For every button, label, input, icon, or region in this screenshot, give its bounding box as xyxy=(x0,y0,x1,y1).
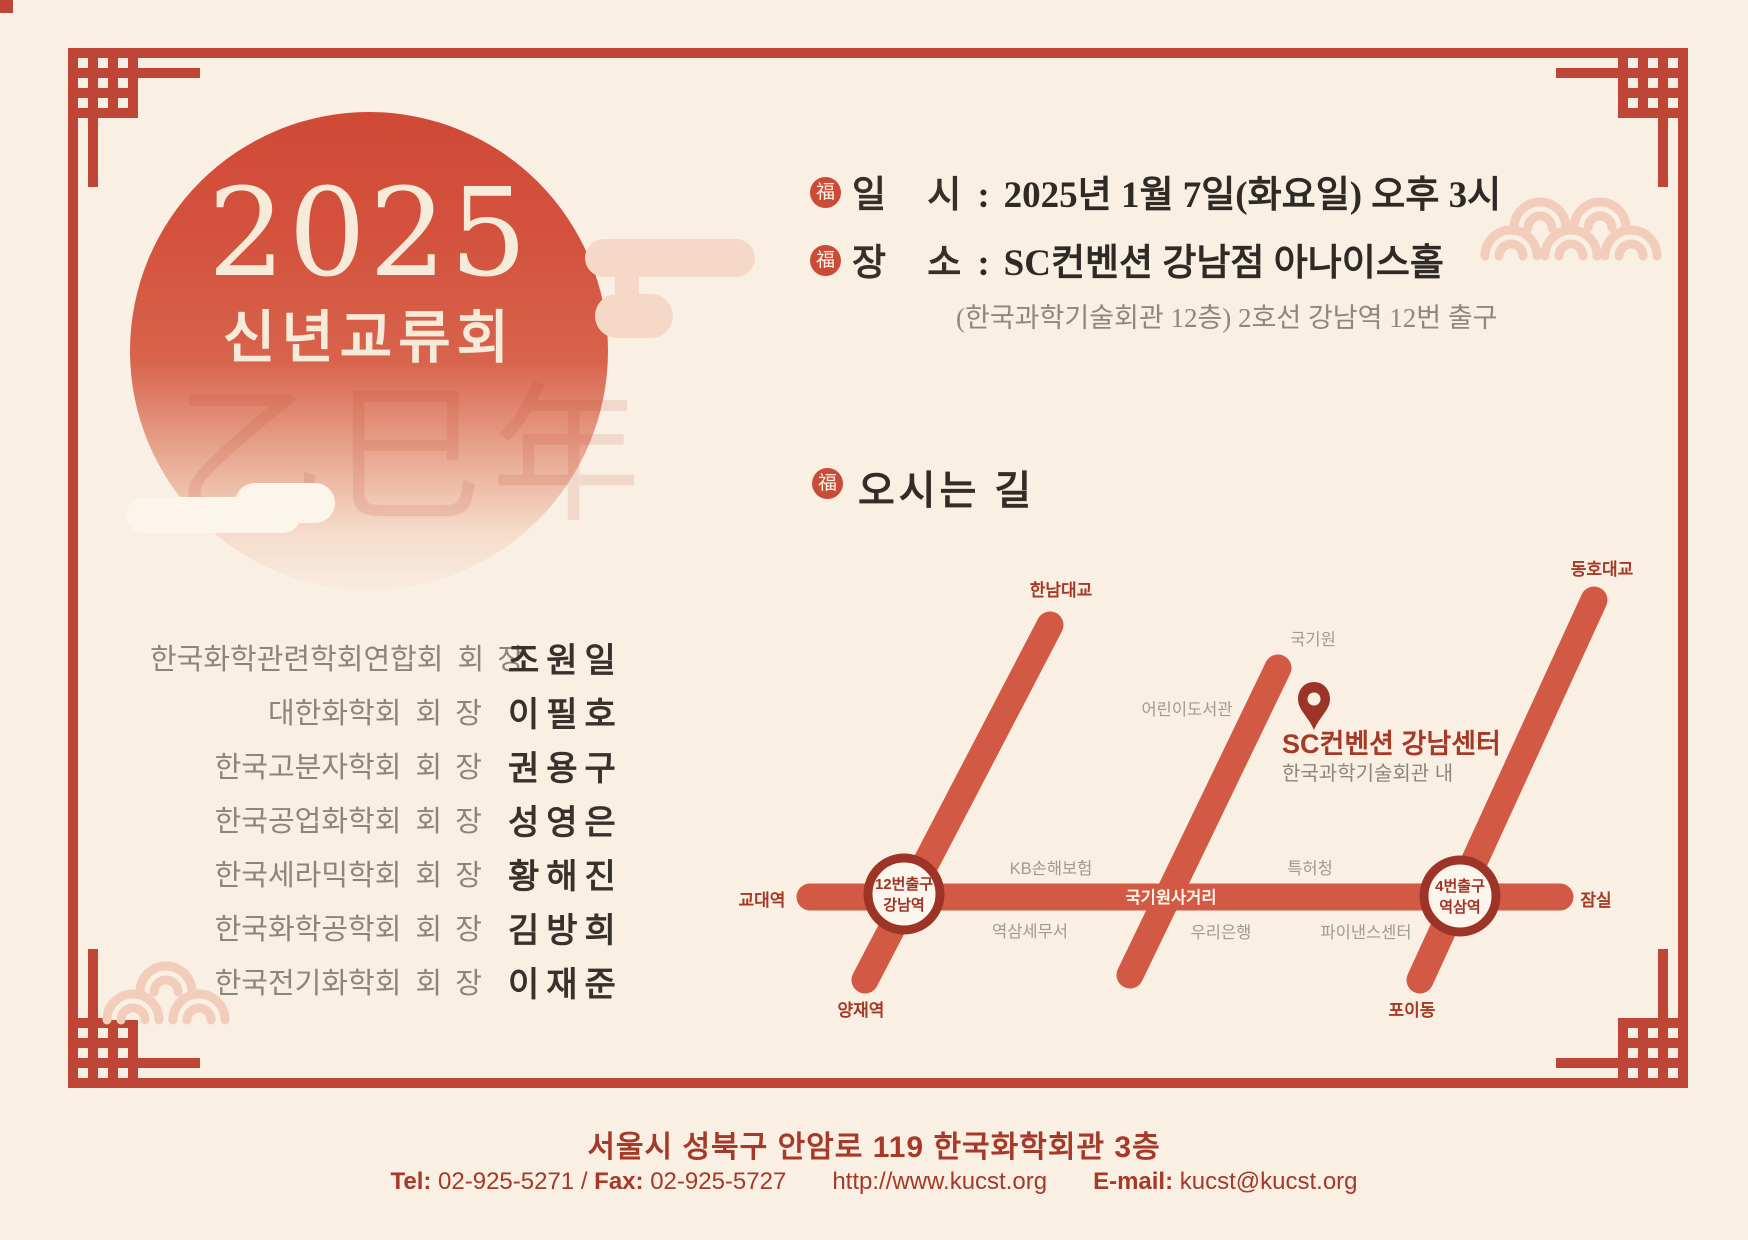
president-name: 권용구 xyxy=(508,750,623,788)
directions-map: 국기원사거리 12번출구 강남역 4번출구 역삼역 SC컨벤션 강남센터 한국과… xyxy=(739,560,1634,1020)
tel-fax-separator: / xyxy=(580,1168,588,1195)
event-venue-line: 장 소: SC컨벤션 강남점 아나이스홀 xyxy=(852,243,1444,285)
presidents-list: 한국화학관련학회연합회 회 장 조원일 대한화학회 회 장 이필호 한국고분자학회 회… xyxy=(150,630,630,1008)
email-label: E-mail: xyxy=(1093,1168,1174,1195)
president-row: 대한화학회 회 장 이필호 xyxy=(150,684,630,738)
wave-arcs xyxy=(1480,197,1662,261)
venue-label: 장 소 xyxy=(852,243,978,284)
frame-lattice-top-right xyxy=(1556,48,1688,187)
map-label-poi-dong: 포이동 xyxy=(1389,1001,1436,1020)
president-org: 한국화학관련학회연합회 xyxy=(150,644,444,676)
datetime-label: 일 시 xyxy=(852,175,978,216)
president-title: 회 장 xyxy=(415,752,482,784)
fortune-badge-date: 福 xyxy=(810,177,841,208)
map-venue-desc: 한국과학기술회관 내 xyxy=(1282,762,1453,785)
road-gukgiwon-line xyxy=(1116,654,1292,989)
directions-title: 오시는 길 xyxy=(858,468,1036,513)
venue-pin-icon xyxy=(1298,682,1330,730)
wave-cloud-left xyxy=(102,961,230,1025)
president-row: 한국전기화학회 회 장 이재준 xyxy=(150,954,630,1008)
wave-arcs xyxy=(102,961,230,1025)
cloud-shape-top xyxy=(585,239,755,277)
president-row: 한국화학관련학회연합회 회 장 조원일 xyxy=(150,630,630,684)
president-name: 김방희 xyxy=(508,912,623,950)
president-org: 한국세라믹학회 xyxy=(214,860,402,892)
president-org: 한국공업화학회 xyxy=(214,806,402,838)
president-row: 한국고분자학회 회 장 권용구 xyxy=(150,738,630,792)
venue-subtext: (한국과학기술회관 12층) 2호선 강남역 12번 출구 xyxy=(956,303,1498,333)
president-org: 한국화학공학회 xyxy=(214,914,402,946)
fax-number: 02-925-5727 xyxy=(650,1168,787,1195)
map-label-gukgiwon-junction: 국기원사거리 xyxy=(1125,888,1216,907)
station-gangnam-name: 강남역 xyxy=(883,896,924,914)
datetime-colon: : xyxy=(977,175,990,216)
wave-cloud-right xyxy=(1480,197,1662,261)
map-label-dongho-bridge: 동호대교 xyxy=(1571,560,1634,579)
president-title: 회 장 xyxy=(415,806,482,838)
president-title: 회 장 xyxy=(415,968,482,1000)
president-org: 한국고분자학회 xyxy=(214,752,402,784)
president-name: 이필호 xyxy=(508,696,623,734)
map-label-yangjae-station: 양재역 xyxy=(838,1001,885,1020)
datetime-value: 2025년 1월 7일(화요일) 오후 3시 xyxy=(1003,175,1502,216)
frame-lattice-top-left xyxy=(68,48,200,187)
map-label-hannam-bridge: 한남대교 xyxy=(1030,581,1093,600)
footer-website-url: http://www.kucst.org xyxy=(832,1168,1048,1195)
president-name: 황해진 xyxy=(508,858,623,896)
map-label-jamsil: 잠실 xyxy=(1580,891,1611,910)
president-org: 한국전기화학회 xyxy=(214,968,402,1000)
frame-border xyxy=(68,48,1688,1088)
year-text: 2025 xyxy=(207,162,531,304)
event-datetime-line: 일 시: 2025년 1월 7일(화요일) 오후 3시 xyxy=(852,175,1501,217)
president-title: 회 장 xyxy=(415,860,482,892)
venue-value: SC컨벤션 강남점 아나이스홀 xyxy=(1003,243,1444,284)
map-label-childrens-library: 어린이도서관 xyxy=(1141,700,1232,719)
footer-tel-fax: Tel: 02-925-5271 / Fax: 02-925-5727 xyxy=(390,1168,786,1196)
president-row: 한국화학공학회 회 장 김방희 xyxy=(150,900,630,954)
frame-corner-artifact xyxy=(0,0,13,13)
white-cloud-front xyxy=(126,497,301,533)
map-label-patent-office: 특허청 xyxy=(1287,859,1333,878)
tel-label: Tel: xyxy=(390,1168,432,1195)
tel-number: 02-925-5271 xyxy=(438,1168,575,1195)
map-label-gukgiwon: 국기원 xyxy=(1290,630,1336,649)
president-title: 회 장 xyxy=(457,644,525,676)
station-yeoksam: 4번출구 역삼역 xyxy=(1419,855,1501,937)
map-label-woori-bank: 우리은행 xyxy=(1191,923,1252,942)
president-title: 회 장 xyxy=(415,914,482,946)
frame-lattice-bottom-left xyxy=(68,949,200,1088)
footer-email: E-mail: kucst@kucst.org xyxy=(1093,1168,1357,1196)
footer-address: 서울시 성북구 안암로 119 한국화학회관 3층 xyxy=(587,1131,1161,1164)
president-title: 회 장 xyxy=(415,698,482,730)
event-title: 신년교류회 xyxy=(222,307,516,370)
fortune-badge-directions: 福 xyxy=(812,468,843,499)
fortune-badge-venue: 福 xyxy=(810,245,841,276)
president-name: 조원일 xyxy=(508,642,623,680)
president-name: 성영은 xyxy=(508,804,623,842)
station-yeoksam-exit: 4번출구 xyxy=(1435,878,1485,895)
president-row: 한국공업화학회 회 장 성영은 xyxy=(150,792,630,846)
map-label-finance-center: 파이낸스센터 xyxy=(1320,923,1411,942)
president-org: 대한화학회 xyxy=(267,698,402,730)
station-gangnam: 12번출구 강남역 xyxy=(863,853,945,935)
map-label-yeoksam-tax-office: 역삼세무서 xyxy=(992,922,1068,941)
cloud-shape-bottom xyxy=(595,294,673,338)
map-venue-name: SC컨벤션 강남센터 xyxy=(1282,729,1501,759)
venue-colon: : xyxy=(977,243,990,284)
footer-contact: Tel: 02-925-5271 / Fax: 02-925-5727 http… xyxy=(0,1168,1748,1196)
map-label-kb-insurance: KB손해보험 xyxy=(1010,859,1093,878)
station-yeoksam-name: 역삼역 xyxy=(1439,899,1480,916)
frame-lattice-bottom-right xyxy=(1556,949,1688,1088)
station-gangnam-exit: 12번출구 xyxy=(875,876,933,893)
president-name: 이재준 xyxy=(508,966,623,1004)
fax-label: Fax: xyxy=(594,1168,644,1195)
map-label-kyodae-station: 교대역 xyxy=(739,891,786,910)
president-row: 한국세라믹학회 회 장 황해진 xyxy=(150,846,630,900)
email-address: kucst@kucst.org xyxy=(1179,1168,1358,1195)
